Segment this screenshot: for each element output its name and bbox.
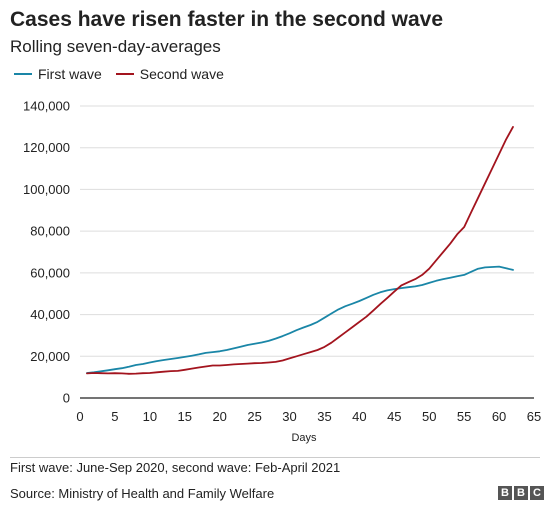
x-tick-label: 35 [317,409,331,424]
legend-label-first-wave: First wave [38,66,102,82]
footer-divider [10,457,540,458]
x-tick-label: 65 [527,409,541,424]
legend-label-second-wave: Second wave [139,66,224,82]
x-tick-label: 45 [387,409,401,424]
x-axis-label: Days [291,432,317,444]
line-chart: 0 20,000 40,000 60,000 80,000 100,000 120,000 1… [23,99,541,445]
x-tick-labels: 0 5 10 15 20 25 30 35 40 45 50 55 60 65 [76,409,541,424]
x-tick-label: 60 [492,409,506,424]
x-tick-label: 50 [422,409,436,424]
bbc-logo-block: C [530,486,544,500]
legend-item-first-wave: First wave [14,66,102,82]
y-tick-label: 80,000 [30,224,70,239]
y-tick-label: 20,000 [30,349,70,364]
legend-swatch-second-wave [115,73,134,75]
legend: First wave Second wave [14,66,238,82]
series-lines [86,126,514,375]
footnote: First wave: June-Sep 2020, second wave: … [10,460,341,475]
y-tick-label: 40,000 [30,307,70,322]
y-tick-label: 100,000 [23,182,70,197]
series-line-second-wave [86,126,514,375]
bbc-logo-block: B [498,486,512,500]
x-tick-label: 40 [352,409,366,424]
chart-subtitle: Rolling seven-day-averages [10,37,221,56]
x-tick-label: 10 [143,409,157,424]
x-tick-label: 5 [111,409,118,424]
bbc-logo: B B C [496,486,544,500]
gridlines [80,105,534,357]
bbc-logo-block: B [514,486,528,500]
legend-item-second-wave: Second wave [115,66,224,82]
x-tick-label: 30 [282,409,296,424]
x-tick-label: 0 [76,409,83,424]
source-credit: Source: Ministry of Health and Family We… [10,486,275,501]
y-tick-labels: 0 20,000 40,000 60,000 80,000 100,000 120,000 1… [23,99,70,406]
legend-swatch-first-wave [14,73,32,75]
x-tick-label: 55 [457,409,471,424]
series-line-first-wave [86,265,514,374]
y-tick-label: 0 [63,391,70,406]
y-tick-label: 120,000 [23,140,70,155]
chart-title: Cases have risen faster in the second wa… [10,8,444,31]
y-tick-label: 140,000 [23,99,70,114]
x-tick-label: 15 [178,409,192,424]
x-tick-label: 25 [247,409,261,424]
y-tick-label: 60,000 [30,265,70,280]
x-tick-label: 20 [212,409,226,424]
